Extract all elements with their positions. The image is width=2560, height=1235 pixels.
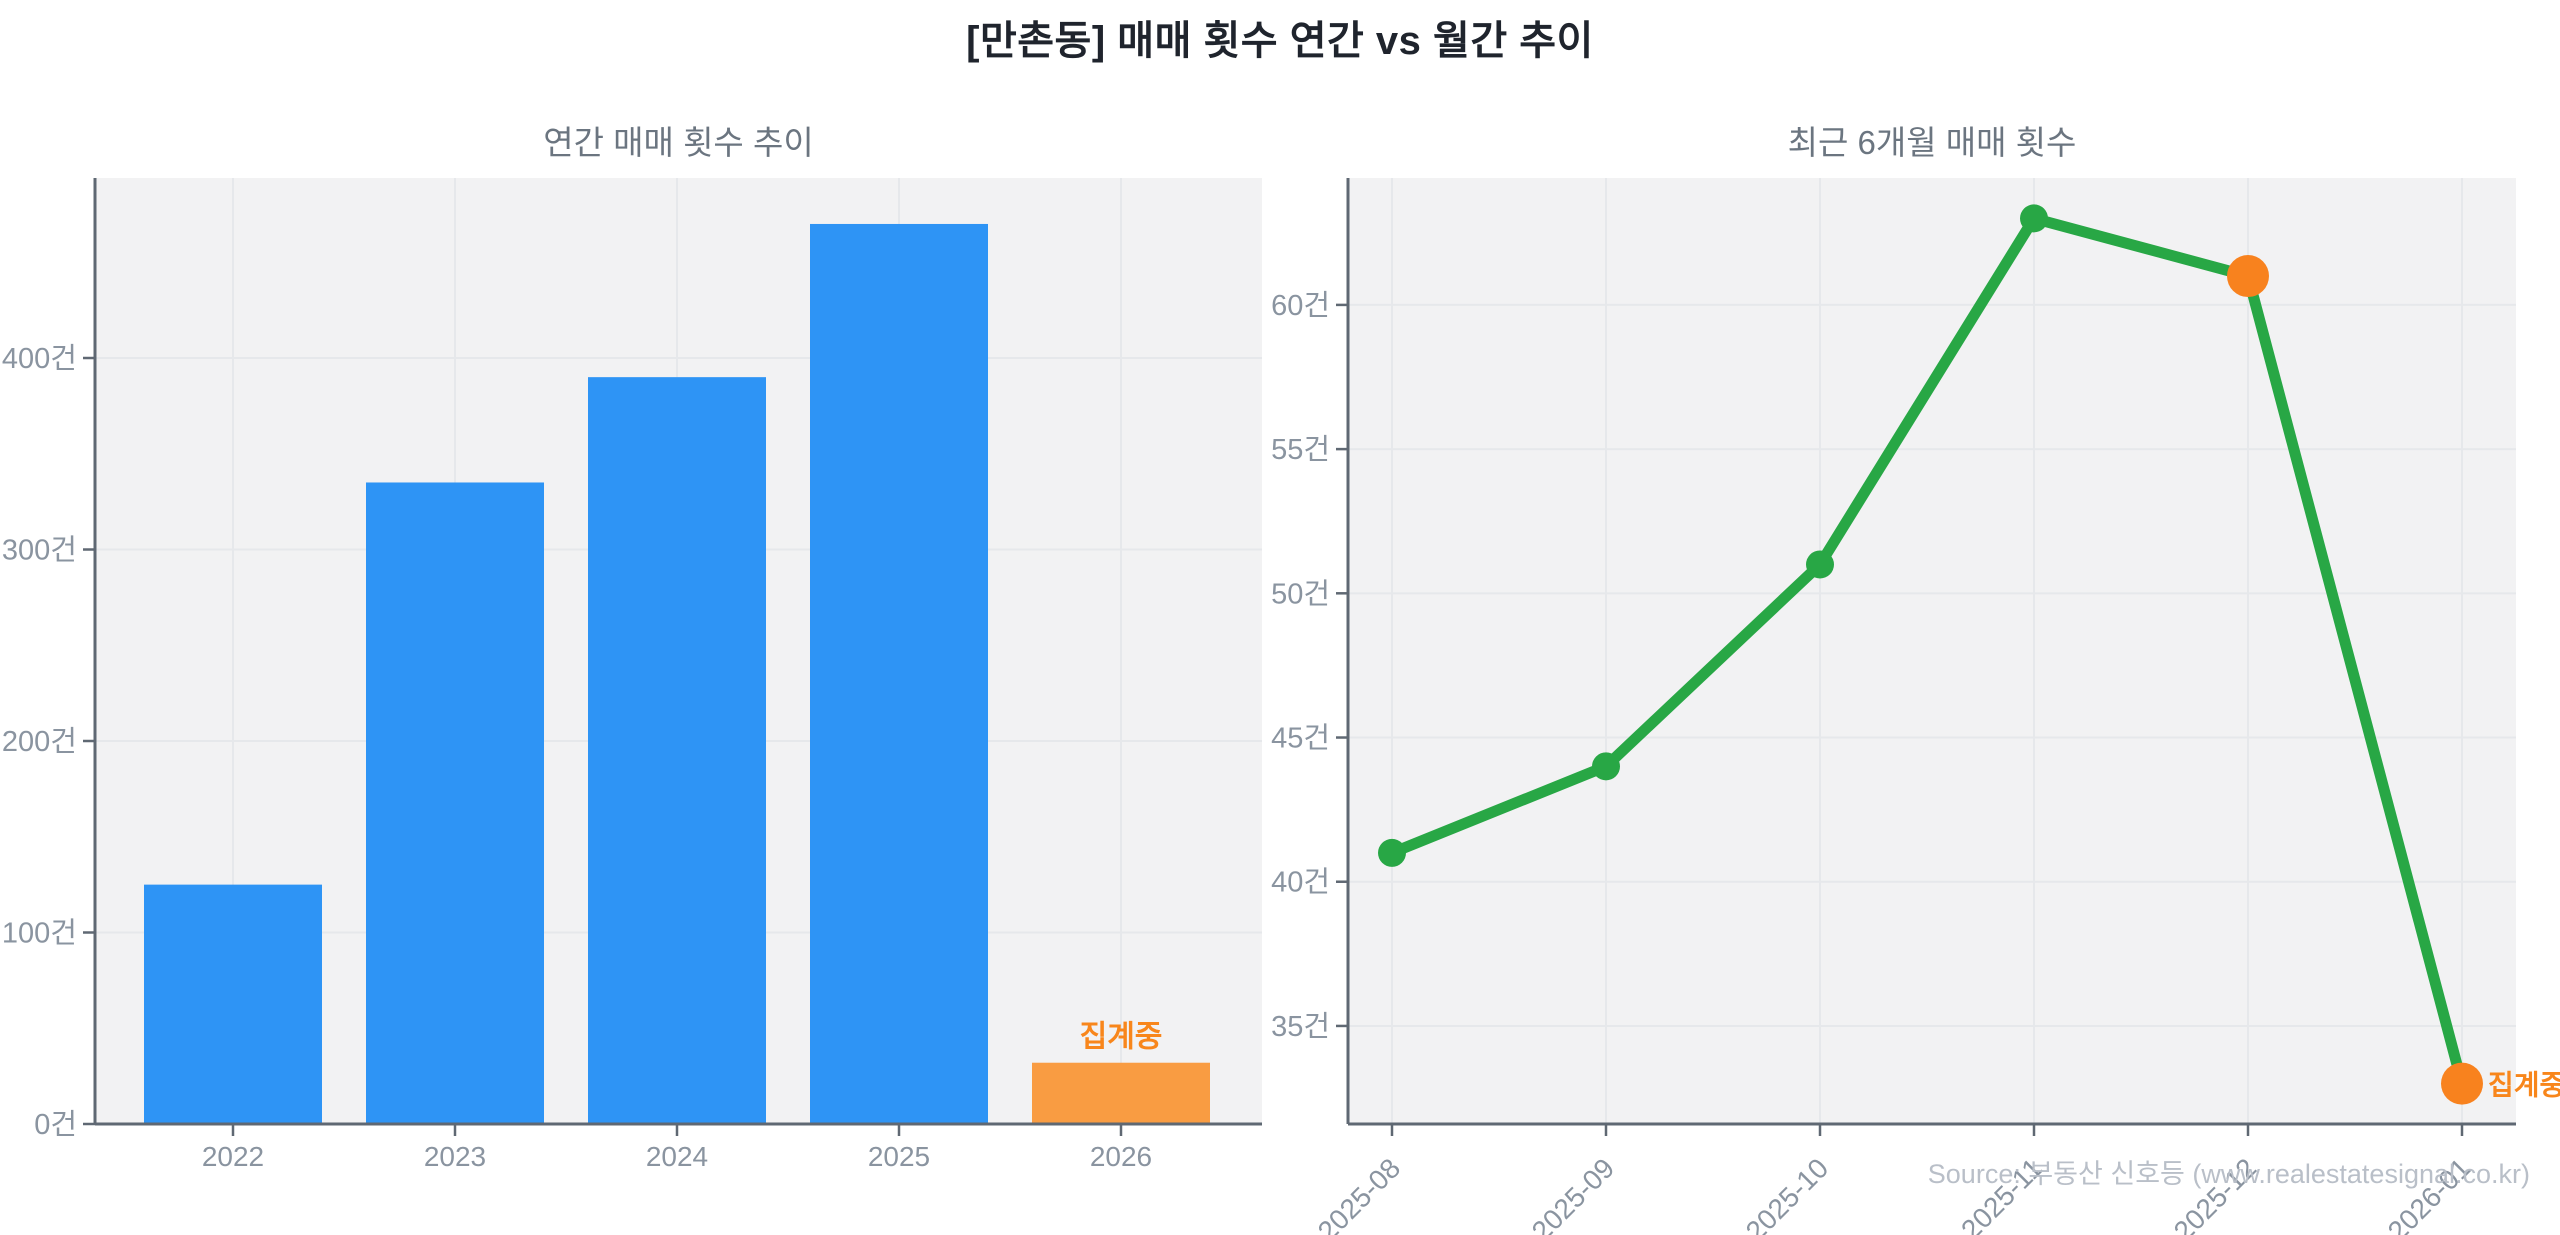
y-tick-label: 40건 xyxy=(1271,867,1330,899)
x-tick-label: 2023 xyxy=(424,1141,486,1172)
annual-chart-title: 연간 매매 횟수 추이 xyxy=(543,124,814,161)
annual-bar-chart: 0건 100건 200건 300건 400건 2022 2023 2024 2025 2026 집계… xyxy=(2,178,1262,1172)
y-tick-label: 200건 xyxy=(2,726,77,758)
x-tick-label: 2022 xyxy=(202,1141,264,1172)
x-tick-label: 2024 xyxy=(646,1141,708,1172)
point-2025-10 xyxy=(1806,550,1834,579)
point-2025-09 xyxy=(1592,752,1620,781)
bar-2022 xyxy=(144,884,322,1124)
line-annotation: 집계중 xyxy=(2488,1070,2560,1101)
y-tick-label: 50건 xyxy=(1271,578,1330,610)
point-2026-01 xyxy=(2441,1062,2483,1105)
y-tick-label: 0건 xyxy=(34,1109,77,1141)
y-tick-label: 35건 xyxy=(1271,1011,1330,1043)
y-tick-label: 400건 xyxy=(2,343,77,375)
y-tick-label: 55건 xyxy=(1271,434,1330,466)
y-tick-label: 60건 xyxy=(1271,290,1330,322)
main-title: [만촌동] 매매 횟수 연간 vs 월간 추이 xyxy=(966,19,1594,63)
x-tick-label: 2026 xyxy=(1090,1141,1152,1172)
y-tick-label: 100건 xyxy=(2,918,77,950)
x-tick-label: 2025 xyxy=(868,1141,930,1172)
y-tick-label: 300건 xyxy=(2,535,77,567)
point-2025-11 xyxy=(2020,204,2048,233)
monthly-chart-title: 최근 6개월 매매 횟수 xyxy=(1787,124,2077,161)
x-tick-label: 2025-08 xyxy=(1312,1152,1407,1235)
trend-line xyxy=(1386,212,2468,1090)
point-2025-08 xyxy=(1378,838,1406,867)
bar-2024 xyxy=(588,377,766,1124)
x-tick-label: 2025-10 xyxy=(1740,1152,1835,1235)
y-tick-label: 45건 xyxy=(1271,723,1330,755)
plot-area xyxy=(1348,178,2516,1124)
bar-2026 xyxy=(1032,1062,1210,1124)
point-2025-12 xyxy=(2227,255,2269,298)
source-note: Source: 부동산 신호등 (www.realestatesignal.co… xyxy=(1927,1159,2530,1189)
bar-2023 xyxy=(366,482,544,1124)
x-tick-label: 2025-09 xyxy=(1526,1152,1621,1235)
bar-2025 xyxy=(810,223,988,1124)
bar-annotation: 집계중 xyxy=(1080,1021,1163,1054)
